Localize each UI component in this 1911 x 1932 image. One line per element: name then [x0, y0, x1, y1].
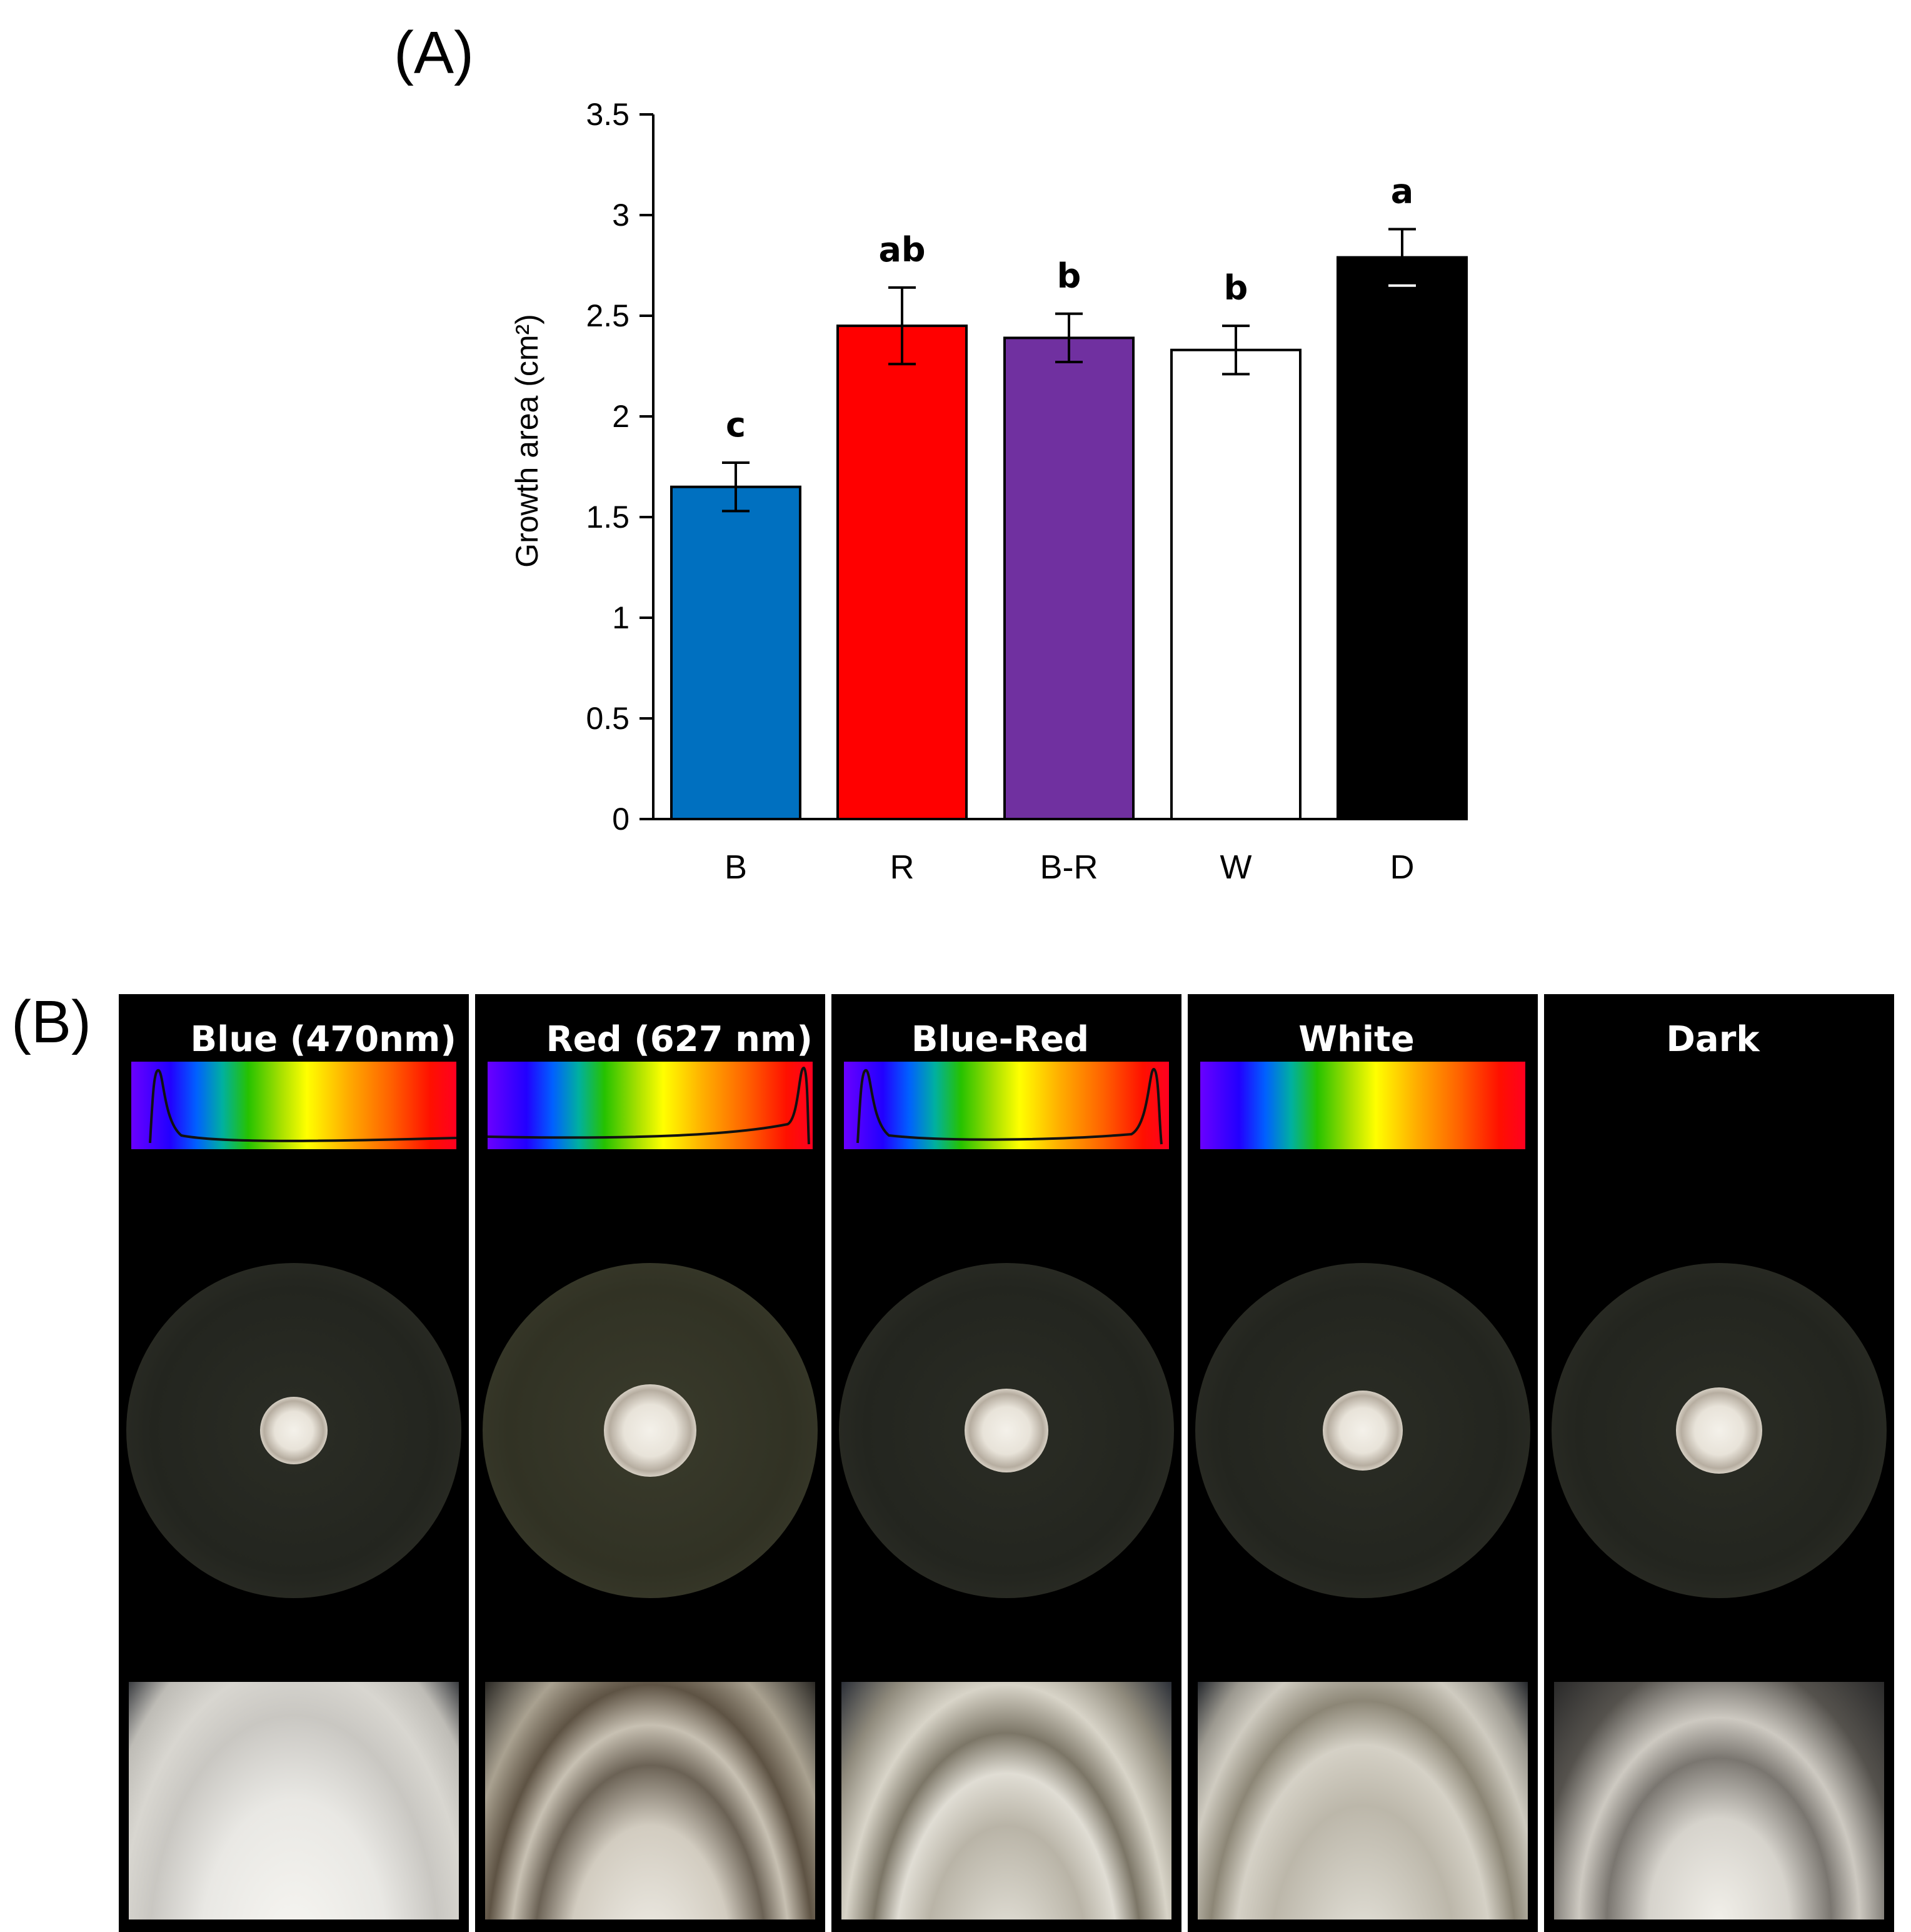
- treatment-title: White: [1298, 1019, 1415, 1060]
- fungal-colony: [965, 1389, 1048, 1472]
- treatment-panel: Dark: [1544, 994, 1894, 1932]
- significance-letter: b: [1057, 256, 1081, 296]
- light-spectrum-bar: [1200, 1062, 1525, 1149]
- y-axis: 0 0.5 1 1.5 2 2.5 3 3.5: [586, 97, 655, 837]
- colony-closeup-photo: [485, 1682, 815, 1919]
- x-tick-label: B-R: [1040, 848, 1098, 886]
- colony-closeup-photo: [1554, 1682, 1884, 1919]
- emission-curve: [856, 1067, 1163, 1145]
- y-tick-label: 1: [612, 600, 629, 635]
- x-tick-label: B: [725, 848, 747, 886]
- treatment-panel: Red (627 nm): [475, 994, 825, 1932]
- emission-curve: [149, 1069, 456, 1144]
- treatment-title: Dark: [1666, 1019, 1760, 1060]
- bars: c ab b b a: [670, 172, 1468, 820]
- y-tick-label: 2.5: [586, 298, 629, 333]
- bar: [1170, 348, 1302, 820]
- y-tick-label: 0.5: [586, 701, 629, 736]
- bar-chart: 0 0.5 1 1.5 2 2.5 3 3.5 c ab b b a B R B-R W D Growth a…: [509, 97, 1468, 886]
- fungal-colony: [1323, 1391, 1403, 1471]
- significance-letter: ab: [878, 230, 925, 269]
- x-tick-label: D: [1390, 848, 1415, 886]
- panel-a-label: (A): [394, 19, 474, 86]
- bar: [670, 485, 801, 820]
- y-tick-label: 0: [612, 802, 629, 837]
- y-axis-label: Growth area (cm²): [509, 314, 544, 568]
- treatment-panel: Blue (470nm): [119, 994, 469, 1932]
- colony-closeup-photo: [841, 1682, 1171, 1919]
- y-tick-label: 2: [612, 399, 629, 434]
- emission-curve: [488, 1066, 810, 1145]
- treatment-title: Blue-Red: [911, 1019, 1090, 1060]
- bar: [1337, 256, 1468, 820]
- y-tick-label: 1.5: [586, 500, 629, 535]
- significance-letter: b: [1224, 268, 1248, 308]
- y-tick-label: 3.5: [586, 97, 629, 132]
- light-spectrum-bar: [488, 1062, 813, 1149]
- petri-dish: [839, 1263, 1174, 1598]
- bar: [1003, 336, 1135, 820]
- light-spectrum-bar: [844, 1062, 1169, 1149]
- colony-closeup-photo: [129, 1682, 459, 1919]
- fungal-colony: [604, 1384, 696, 1477]
- treatment-title: Red (627 nm): [546, 1019, 813, 1060]
- panel-b-label: (B): [11, 989, 91, 1055]
- fungal-colony: [1676, 1387, 1762, 1474]
- treatment-title: Blue (470nm): [190, 1019, 456, 1060]
- significance-letter: a: [1391, 172, 1413, 211]
- x-tick-label: W: [1220, 848, 1252, 886]
- x-tick-label: R: [890, 848, 915, 886]
- light-spectrum-bar: [131, 1062, 456, 1149]
- treatment-panel: Blue-Red: [831, 994, 1181, 1932]
- petri-dish: [1195, 1263, 1530, 1598]
- treatment-panel: White: [1188, 994, 1538, 1932]
- fungal-colony: [260, 1397, 328, 1464]
- y-tick-label: 3: [612, 198, 629, 233]
- significance-letter: c: [726, 405, 746, 445]
- petri-dish: [126, 1263, 461, 1598]
- colony-closeup-photo: [1198, 1682, 1528, 1919]
- bar: [836, 325, 968, 820]
- x-axis: B R B-R W D: [653, 818, 1466, 886]
- petri-dish: [483, 1263, 818, 1598]
- petri-dish: [1552, 1263, 1887, 1598]
